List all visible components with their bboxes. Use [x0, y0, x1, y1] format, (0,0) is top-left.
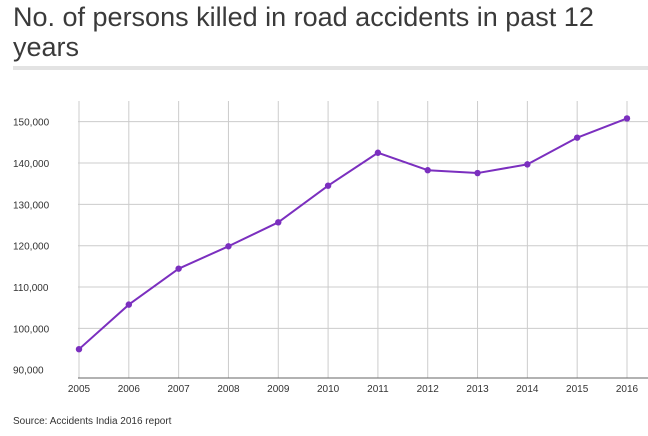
data-point-2013: [474, 169, 481, 177]
y-tick-label: 100,000: [13, 324, 50, 335]
data-point-2007: [175, 265, 182, 272]
y-tick-label: 140,000: [13, 159, 50, 170]
chart-title: No. of persons killed in road accidents …: [13, 2, 594, 62]
data-point-2009: [275, 219, 282, 226]
data-point-2016: [623, 115, 631, 122]
x-tick-label: 2008: [217, 384, 240, 395]
y-tick-label: 110,000: [13, 283, 49, 294]
x-tick-label: 2011: [367, 384, 389, 395]
x-tick-label: 2015: [566, 384, 589, 395]
x-tick-label: 2010: [317, 384, 340, 395]
y-tick-label: 90,000: [13, 366, 44, 377]
line-chart: 90,000 100,000 110,000 120,000 130,000 140,00…: [13, 101, 648, 395]
data-point-2014: [524, 161, 531, 168]
y-tick-label: 120,000: [13, 242, 50, 253]
x-tick-label: 2007: [168, 384, 191, 395]
x-tick-label: 2016: [616, 384, 639, 395]
data-point-2012: [424, 167, 431, 174]
y-tick-label: 130,000: [13, 200, 50, 211]
data-point-2010: [324, 182, 332, 189]
y-tick-label: 150,000: [13, 118, 50, 129]
x-tick-label: 2006: [118, 384, 141, 395]
title-divider: [13, 66, 648, 70]
data-point-2005: [75, 345, 83, 353]
data-point-2011: [374, 149, 382, 156]
x-tick-label: 2012: [417, 384, 440, 395]
data-point-2006: [125, 301, 133, 308]
series-line: [78, 117, 628, 350]
data-point-2015: [573, 134, 581, 141]
source-note: Source: Accidents India 2016 report: [13, 416, 172, 427]
x-tick-label: 2014: [516, 384, 539, 395]
x-tick-label: 2013: [466, 384, 489, 395]
x-tick-label: 2005: [68, 384, 91, 395]
data-point-2008: [225, 243, 232, 250]
x-tick-label: 2009: [267, 384, 290, 395]
